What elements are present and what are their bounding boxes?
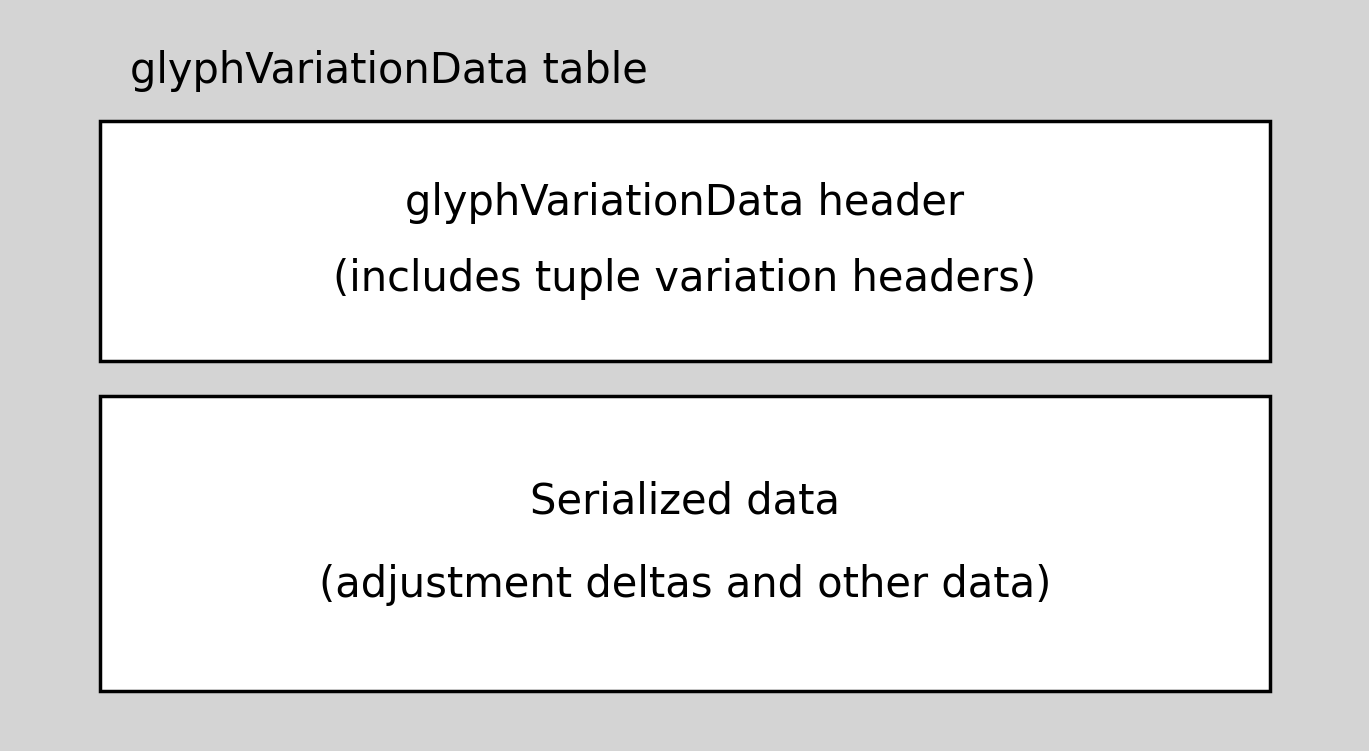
- Text: glyphVariationData header: glyphVariationData header: [405, 182, 965, 224]
- Text: (includes tuple variation headers): (includes tuple variation headers): [334, 258, 1036, 300]
- Text: Serialized data: Serialized data: [530, 481, 841, 523]
- Text: glyphVariationData table: glyphVariationData table: [130, 50, 648, 92]
- Bar: [100, 121, 1270, 361]
- Bar: [100, 396, 1270, 691]
- Text: (adjustment deltas and other data): (adjustment deltas and other data): [319, 565, 1051, 607]
